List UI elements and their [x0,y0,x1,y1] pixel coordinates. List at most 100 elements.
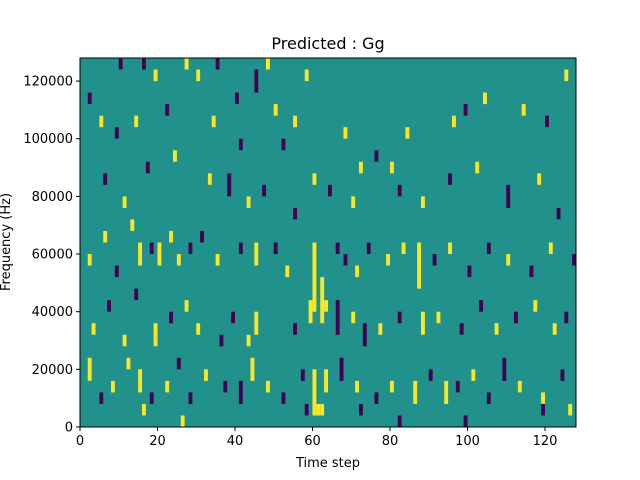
heatmap-cell [560,369,565,381]
heatmap-cell [176,254,181,266]
heatmap-cell [87,92,92,105]
heatmap-cell [266,58,270,70]
heatmap-cell [324,300,329,312]
y-tick-label: 120000 [23,75,73,90]
heatmap-cell [552,323,557,335]
heatmap-cell [494,323,499,335]
heatmap-cell [502,357,507,381]
heatmap-cell [320,277,325,324]
heatmap-cell [486,392,491,404]
heatmap-cell [169,230,174,243]
heatmap-cell [548,242,553,255]
heatmap-cell [165,380,170,393]
heatmap-cell [176,357,181,370]
heatmap-cell [467,265,472,278]
heatmap-cell [254,311,259,335]
heatmap-cell [339,357,344,381]
heatmap-cell [320,403,325,416]
x-tick-label: 100 [455,434,480,449]
heatmap-cell [463,415,468,427]
y-tick-label: 40000 [32,305,73,320]
heatmap-cell [262,184,267,197]
heatmap-cell [343,127,348,139]
heatmap-cell [273,242,278,255]
heatmap-cell [359,161,363,174]
heatmap-cell [312,403,317,416]
y-tick-label: 0 [65,421,73,436]
heatmap-cell [238,380,243,404]
heatmap-cell [444,380,449,404]
heatmap-cell [335,242,340,255]
y-tick-label: 100000 [23,132,73,147]
heatmap-cell [293,115,298,128]
chart-title: Predicted : Gg [271,34,384,53]
heatmap-cell [359,403,363,416]
y-tick-label: 60000 [32,248,73,263]
heatmap-cell [421,311,425,335]
heatmap-cell [541,403,546,416]
heatmap-cell [486,242,491,255]
heatmap-cell [87,357,92,381]
x-tick-label: 20 [149,434,166,449]
heatmap-cell [304,403,309,416]
heatmap-cell [196,69,201,82]
heatmap-cell [122,334,127,347]
heatmap-cell [235,92,239,105]
heatmap-cell [157,242,162,266]
heatmap-cell [421,196,425,208]
heatmap-cell [215,58,220,70]
x-tick-label: 80 [382,434,399,449]
heatmap-cell [436,311,441,324]
heatmap-cell [173,150,177,162]
heatmap-cell [145,161,150,174]
heatmap-cell [188,392,193,404]
heatmap-cell [138,369,143,393]
heatmap-cell [386,254,391,266]
heatmap-cell [312,369,317,404]
heatmap-cell [304,69,309,82]
heatmap-cell [149,242,154,255]
plot-area [80,58,577,427]
x-tick-label: 0 [76,434,84,449]
heatmap-cell [405,127,410,139]
heatmap-cell [564,311,569,324]
heatmap-cell [273,104,278,116]
x-axis: 0 20 40 60 80 100 120 [76,427,557,449]
heatmap-cell [475,161,480,174]
heatmap-cell [238,138,243,151]
heatmap-cell [293,207,298,220]
heatmap-cell [200,230,205,243]
heatmap-cell [142,403,146,416]
heatmap-cell [448,173,453,185]
heatmap-cell [541,392,546,404]
heatmap-cell [211,115,216,128]
heatmap-cell [362,323,367,347]
heatmap-cell [87,254,92,266]
heatmap-cell [99,392,104,404]
heatmap-cell [506,254,511,266]
heatmap-cell [374,392,379,404]
heatmap-cell [134,288,139,301]
heatmap-cell [285,265,290,278]
heatmap-cell [238,242,243,255]
heatmap-cell [355,265,360,278]
heatmap-cell [316,403,321,416]
heatmap-cell [483,92,487,105]
heatmap-cell [514,311,518,324]
y-axis-label: Frequency (Hz) [0,193,14,291]
heatmap-cell [184,58,189,70]
heatmap-cell [107,300,112,312]
heatmap-cell [397,311,402,324]
heatmap-cell [281,138,286,151]
heatmap-cell [308,300,313,324]
heatmap-cell [529,265,534,278]
heatmap-cell [266,380,270,393]
heatmap-cell [378,323,383,335]
heatmap-cell [118,58,123,70]
heatmap-cell [184,300,189,312]
heatmap-cell [564,69,569,82]
heatmap-cell [103,173,108,185]
heatmap-cell [366,242,371,255]
heatmap-cell [300,369,305,381]
